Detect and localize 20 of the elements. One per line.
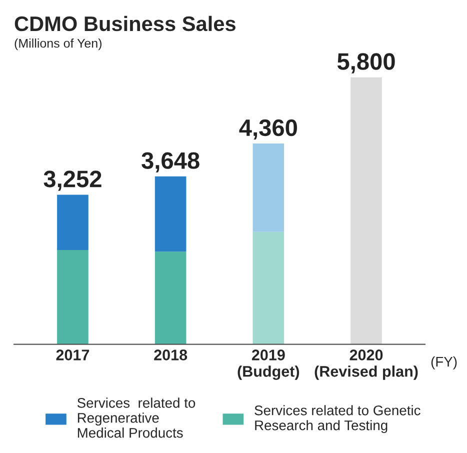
x-tick-label: 2018 [154,350,188,360]
x-tick-label: 2020 (Revised plan) [314,350,418,380]
chart-title: CDMO Business Sales [14,16,236,32]
bar [154,176,186,252]
annotation: 4,360 [239,119,297,140]
x-tick-label: 2017 [56,350,90,360]
bar [57,194,88,250]
annotation: 5,800 [337,53,395,74]
x-axis-title: (FY) [431,356,457,370]
bar [350,77,382,344]
chart-subtitle: (Millions of Yen) [14,38,102,50]
bar [57,250,88,344]
legend-label: Services related to Genetic Research and Testing [254,405,420,434]
bar [154,252,186,344]
legend-label: Services related to Regenerative Medical Products [77,398,196,438]
bar [252,232,284,344]
annotation: 3,648 [142,152,200,172]
bar [252,144,284,232]
annotation: 3,252 [44,170,102,191]
x-tick-label: 2019 (Budget) [238,350,300,380]
